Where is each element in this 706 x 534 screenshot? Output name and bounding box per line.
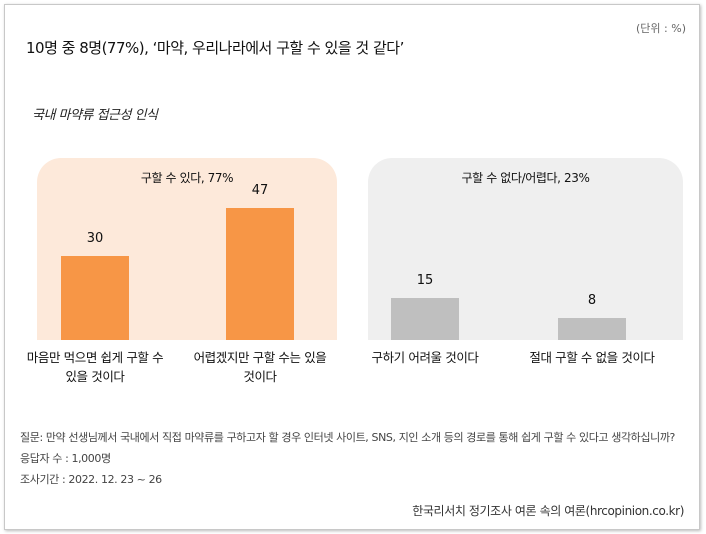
value-label: 30 <box>86 231 104 246</box>
category-label: 어렵겠지만 구할 수는 있을 것이다 <box>193 350 327 384</box>
chart-title: 10명 중 8명(77%), ‘마약, 우리나라에서 구할 수 있을 것 같다’ <box>26 39 404 57</box>
note: 응답자 수 : 1,000명 <box>20 452 111 465</box>
group-label: 구할 수 없다/어렵다, 23% <box>461 171 590 185</box>
note: 조사기간 : 2022. 12. 23 ~ 26 <box>20 473 162 486</box>
note: 질문: 만약 선생님께서 국내에서 직접 마약류를 구하고자 할 경우 인터넷 … <box>20 431 675 444</box>
category-label: 구하기 어려울 것이다 <box>371 350 479 365</box>
unit: (단위 : %) <box>636 22 686 35</box>
bar <box>61 256 129 340</box>
category-label: 마음만 먹으면 쉽게 구할 수 있을 것이다 <box>26 350 164 384</box>
value-label: 8 <box>587 292 597 308</box>
value-label: 15 <box>416 273 434 288</box>
bar <box>391 298 459 340</box>
chart-subtitle: 국내 마약류 접근성 인식 <box>32 108 158 123</box>
value-label: 47 <box>251 183 269 199</box>
bar <box>226 208 294 340</box>
category-label: 절대 구할 수 없을 것이다 <box>529 350 655 365</box>
bar <box>558 317 626 340</box>
group-label: 구할 수 있다, 77% <box>140 171 234 185</box>
frame <box>4 4 700 530</box>
source: 한국리서치 정기조사 여론 속의 여론(hrcopinion.co.kr) <box>412 504 684 518</box>
